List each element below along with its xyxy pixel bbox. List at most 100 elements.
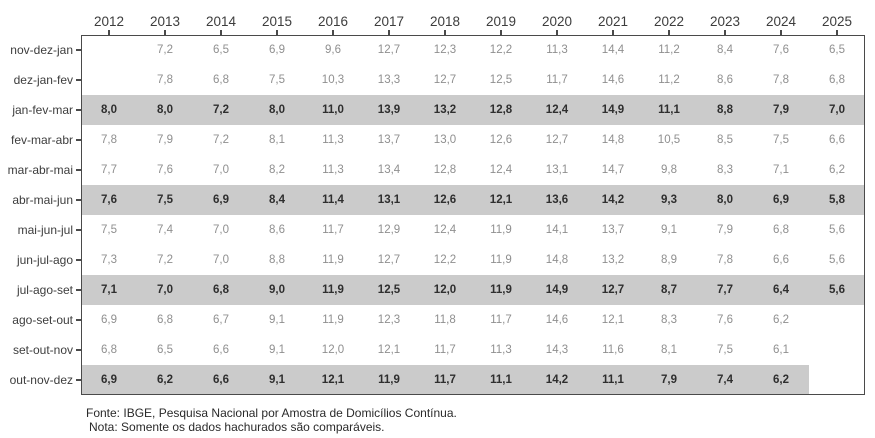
axis-tick-mark [556, 30, 558, 35]
value-cell: 12,9 [377, 224, 401, 236]
value-cell: 7,9 [157, 134, 173, 146]
year-label: 2025 [821, 13, 853, 29]
value-cell: 8,3 [661, 314, 677, 326]
value-cell: 14,2 [529, 365, 585, 395]
value-cell: 12,4 [529, 95, 585, 125]
axis-tick-mark [76, 259, 81, 261]
axis-tick-mark [76, 169, 81, 171]
value-cell: 8,8 [269, 254, 285, 266]
value-cell: 6,8 [213, 74, 229, 86]
axis-tick-mark [220, 30, 222, 35]
row-label-column: nov-dez-jan dez-jan-fev jan-fev-mar fev-mar… [0, 35, 81, 395]
value-cell: 6,2 [137, 365, 193, 395]
value-cell: 14,6 [601, 74, 625, 86]
value-cell: 8,4 [717, 44, 733, 56]
value-cell: 6,6 [829, 134, 845, 146]
quarter-row-header: set-out-nov [0, 335, 81, 365]
value-cell: 13,3 [377, 74, 401, 86]
value-cell: 6,8 [193, 275, 249, 305]
value-cell: 12,1 [305, 365, 361, 395]
year-label: 2021 [597, 13, 629, 29]
axis-tick-mark [780, 30, 782, 35]
value-cell: 7,9 [753, 95, 809, 125]
quarter-row-header: jun-jul-ago [0, 245, 81, 275]
axis-tick-mark [76, 49, 81, 51]
value-cell: 9,3 [641, 185, 697, 215]
axis-tick-mark [724, 30, 726, 35]
value-cell: 14,9 [585, 95, 641, 125]
value-cell: 7,5 [137, 185, 193, 215]
value-cell: 11,7 [434, 344, 456, 356]
value-cell: 8,2 [269, 164, 285, 176]
value-cell: 8,0 [697, 185, 753, 215]
value-cell: 8,8 [697, 95, 753, 125]
value-cell: 11,0 [305, 95, 361, 125]
value-cell: 7,6 [773, 44, 789, 56]
value-cell: 6,8 [773, 224, 789, 236]
value-cell: 12,3 [377, 314, 401, 326]
value-cell: 8,3 [717, 164, 733, 176]
value-cell: 12,5 [361, 275, 417, 305]
value-cell: 8,9 [661, 254, 677, 266]
value-cell: 14,8 [545, 254, 569, 266]
year-label: 2018 [429, 13, 461, 29]
value-cell: 5,8 [809, 185, 865, 215]
value-cell [809, 365, 865, 395]
value-cell: 11,6 [602, 344, 624, 356]
value-cell: 7,4 [157, 224, 173, 236]
value-cell: 13,6 [529, 185, 585, 215]
value-cell: 12,7 [585, 275, 641, 305]
value-cell: 8,7 [641, 275, 697, 305]
value-cell: 9,1 [269, 344, 285, 356]
value-cell: 13,7 [377, 134, 401, 146]
quarter-label: jul-ago-set [16, 283, 73, 297]
value-cell: 7,5 [773, 134, 789, 146]
quarter-label: dez-jan-fev [13, 73, 73, 87]
value-cell: 6,4 [753, 275, 809, 305]
value-cell [81, 35, 137, 65]
value-cell: 7,1 [773, 164, 789, 176]
value-cell: 12,0 [417, 275, 473, 305]
value-cell: 12,0 [321, 344, 345, 356]
value-cell: 11,3 [322, 164, 344, 176]
year-label: 2019 [485, 13, 517, 29]
value-cell: 8,1 [661, 344, 677, 356]
quarter-label: mar-abr-mai [7, 163, 73, 177]
year-label: 2014 [205, 13, 237, 29]
axis-tick-mark [836, 30, 838, 35]
value-cell: 12,4 [489, 164, 513, 176]
value-cell: 7,0 [137, 275, 193, 305]
year-column-header: 2017 [361, 6, 417, 35]
value-grid: 7,2 6,5 6,9 9,6 12,7 12,3 12,2 11,3 14,4 11,2 8,4 7… [81, 35, 865, 395]
value-cell: 6,5 [213, 44, 229, 56]
value-cell: 6,8 [101, 344, 117, 356]
value-cell: 12,7 [377, 254, 401, 266]
year-label: 2023 [709, 13, 741, 29]
value-cell: 14,6 [545, 314, 569, 326]
value-cell: 13,1 [545, 164, 569, 176]
value-cell: 8,6 [717, 74, 733, 86]
value-cell: 7,6 [81, 185, 137, 215]
axis-tick-mark [108, 30, 110, 35]
value-cell: 6,2 [753, 365, 809, 395]
axis-tick-mark [332, 30, 334, 35]
value-cell: 13,9 [361, 95, 417, 125]
value-cell: 11,1 [473, 365, 529, 395]
value-cell: 12,7 [545, 134, 569, 146]
quarter-label: abr-mai-jun [12, 193, 73, 207]
value-cell: 11,4 [305, 185, 361, 215]
value-cell: 12,1 [377, 344, 401, 356]
value-cell: 11,3 [546, 44, 568, 56]
value-cell: 13,4 [377, 164, 401, 176]
value-cell: 11,9 [322, 314, 344, 326]
value-cell [81, 65, 137, 95]
year-column-header: 2022 [641, 6, 697, 35]
value-cell: 10,5 [657, 134, 681, 146]
value-cell: 6,8 [829, 74, 845, 86]
value-cell: 7,1 [81, 275, 137, 305]
quarter-row-header: jan-fev-mar [0, 95, 81, 125]
value-cell: 9,6 [325, 44, 341, 56]
value-cell: 8,1 [269, 134, 285, 146]
value-cell: 7,7 [697, 275, 753, 305]
value-cell: 9,8 [661, 164, 677, 176]
